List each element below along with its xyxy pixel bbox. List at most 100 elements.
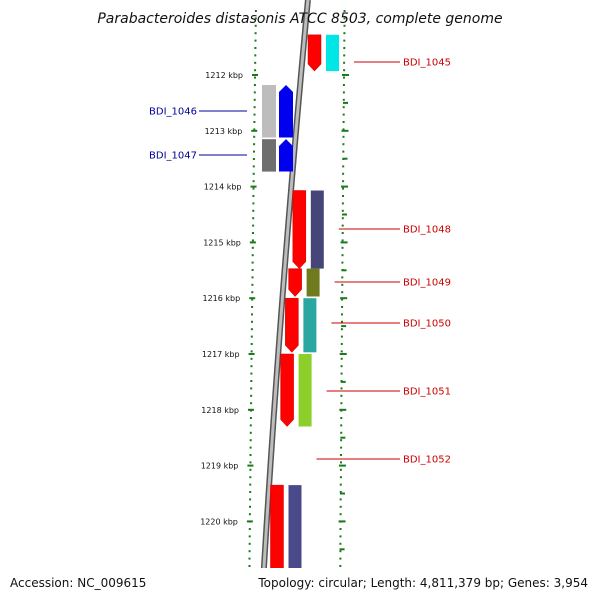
ruler-dot-right <box>339 491 342 493</box>
ruler-dot-right <box>342 165 345 168</box>
ruler-dot-left <box>248 535 251 538</box>
ruler-dot-right <box>343 76 345 79</box>
ruler-dot-right <box>340 439 343 442</box>
ruler-dot-right <box>341 306 344 308</box>
ruler-dot-left <box>252 158 255 160</box>
ruler-dot-right <box>341 209 344 212</box>
ruler-dot-right <box>342 187 344 190</box>
ruler-dot-left <box>249 476 252 479</box>
ruler-dot-right <box>340 402 343 405</box>
ruler-dot-right <box>341 202 344 205</box>
ruler-dot-right <box>339 498 342 501</box>
ruler-dot-right <box>340 417 343 419</box>
ruler-dot-left <box>249 461 252 464</box>
ruler-dot-right <box>340 454 342 456</box>
ruler-dot-right <box>340 365 343 368</box>
ruler-dot-left <box>253 113 256 116</box>
ruler-dot-right <box>343 47 346 49</box>
ruler-dot-right <box>342 143 345 146</box>
ruler-dot-right <box>343 10 346 12</box>
ruler-dot-right <box>341 291 344 294</box>
ruler-dot-left <box>249 454 252 456</box>
ruler-dot-right <box>341 298 344 301</box>
ruler-dot-left <box>254 39 257 42</box>
ruler-tick-label: 1220 kbp <box>200 517 238 526</box>
ruler-dot-left <box>251 298 254 301</box>
ruler-dot-left <box>251 313 253 316</box>
ruler-dot-left <box>254 54 257 57</box>
ruler-dot-left <box>249 468 252 471</box>
ruler-dot-left <box>250 328 253 331</box>
ruler-dot-right <box>342 91 345 94</box>
ruler-dot-left <box>249 446 252 449</box>
ruler-dot-right <box>340 350 343 353</box>
ruler-dot-left <box>250 387 253 390</box>
ruler-dot-right <box>342 113 345 116</box>
ruler-dot-right <box>340 446 343 449</box>
ruler-dot-left <box>249 424 252 427</box>
gene-arrow-bdi_1051 <box>280 353 294 427</box>
ruler-dot-left <box>253 143 256 146</box>
ruler-dot-right <box>341 224 344 227</box>
ruler-dot-right <box>340 372 343 375</box>
ruler-dot-right <box>339 557 342 560</box>
ruler-dot-left <box>254 61 257 64</box>
ruler-dot-right <box>340 461 342 464</box>
ruler-dot-right <box>342 180 345 183</box>
gene-arrow-bdi_1047 <box>279 139 293 172</box>
ruler-dot-left <box>250 343 253 345</box>
gene-label-bdi_1050: BDI_1050 <box>403 319 451 330</box>
gene-arrow-bdi_1045 <box>307 34 322 72</box>
cog-box-bdi_1048 <box>310 190 324 269</box>
ruler-dot-left <box>251 291 254 294</box>
ruler-dot-right <box>342 128 345 131</box>
ruler-dot-right <box>339 542 342 545</box>
ruler-dot-right <box>342 195 344 197</box>
ruler-tick-label: 1212 kbp <box>205 71 243 80</box>
ruler-dot-left <box>249 491 252 493</box>
ruler-tick-label: 1217 kbp <box>202 350 240 359</box>
ruler-dot-left <box>254 10 257 12</box>
ruler-dot-left <box>251 254 254 257</box>
ruler-dot-left <box>252 202 255 205</box>
ruler-dot-left <box>252 224 255 227</box>
ruler-dot-left <box>253 128 256 131</box>
ruler-dot-right <box>343 17 346 20</box>
ruler-dot-right <box>342 84 345 86</box>
ruler-dot-right <box>343 61 346 64</box>
ruler-dot-right <box>343 69 346 72</box>
ruler-tick-label: 1215 kbp <box>203 238 241 247</box>
ruler-dot-right <box>340 335 343 338</box>
genome-summary-text: Topology: circular; Length: 4,811,379 bp… <box>257 576 588 590</box>
ruler-dot-left <box>252 180 255 183</box>
ruler-dot-left <box>249 431 252 434</box>
gene-arrow-bdi_1048 <box>292 190 307 269</box>
cog-box-bdi_1050 <box>303 298 317 353</box>
ruler-dot-left <box>251 320 253 323</box>
ruler-dot-right <box>343 54 346 57</box>
ruler-dot-left <box>250 357 253 360</box>
ruler-dot-left <box>252 209 255 212</box>
ruler-dot-right <box>339 550 342 553</box>
ruler-dot-right <box>339 468 342 471</box>
cog-box-bdi_1051 <box>298 354 312 427</box>
gene-label-bdi_1049: BDI_1049 <box>403 278 451 289</box>
ruler-dot-left <box>251 283 254 286</box>
ruler-dot-left <box>251 239 254 242</box>
cog-box-bdi_1047 <box>262 139 276 172</box>
ruler-dot-left <box>248 557 251 560</box>
ruler-dot-right <box>339 528 342 530</box>
ruler-dot-right <box>342 135 345 138</box>
ruler-dot-right <box>341 261 344 264</box>
ruler-dot-left <box>250 402 253 405</box>
ruler-dot-right <box>341 276 344 279</box>
ruler-dot-left <box>249 498 252 501</box>
ruler-dot-right <box>340 387 343 390</box>
ruler-dot-left <box>249 439 252 442</box>
ruler-dot-right <box>340 424 343 427</box>
ruler-dot-right <box>340 357 343 360</box>
ruler-dot-right <box>343 39 346 42</box>
ruler-dot-right <box>339 565 342 567</box>
ruler-dot-right <box>341 246 344 249</box>
ruler-dot-left <box>250 335 253 338</box>
